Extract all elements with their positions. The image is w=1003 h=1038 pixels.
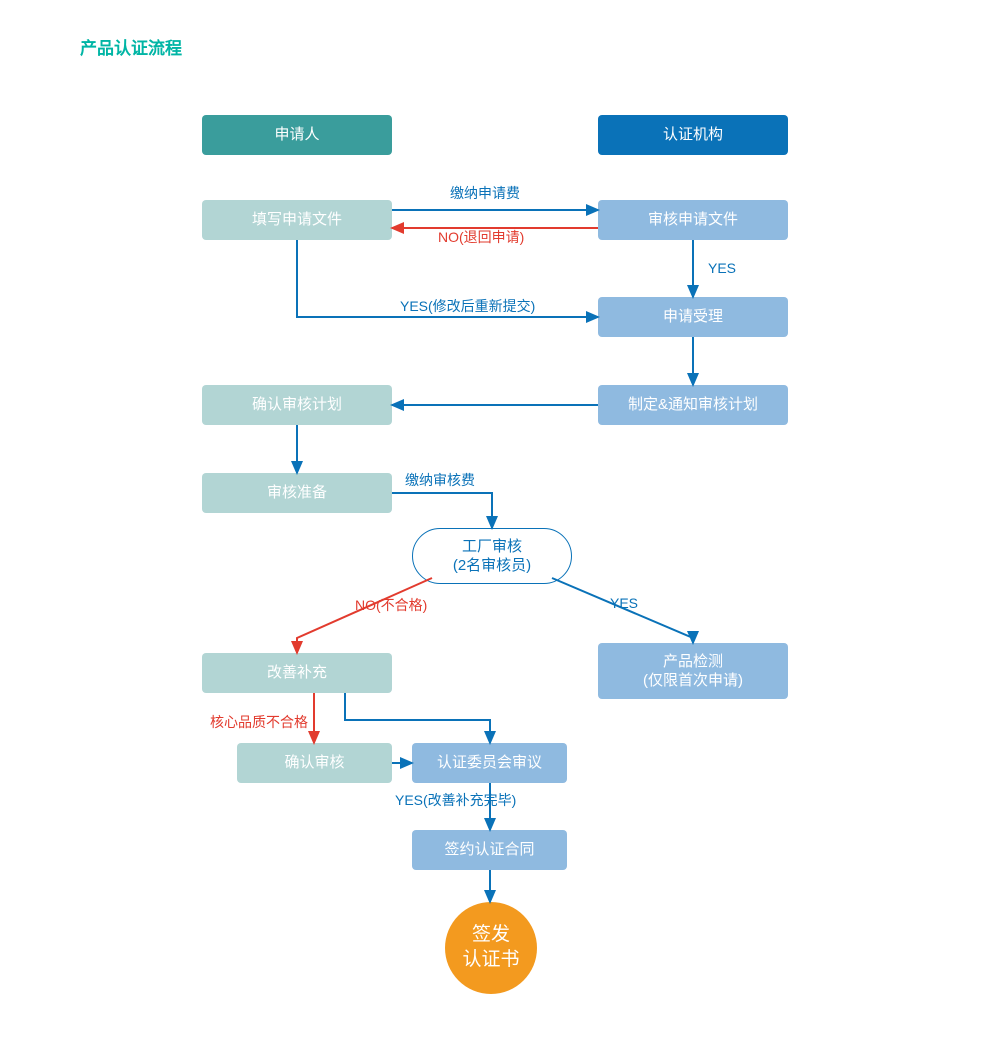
node-product-test: 产品检测(仅限首次申请) (598, 643, 788, 699)
node-accept-app: 申请受理 (598, 297, 788, 337)
node-contract: 签约认证合同 (412, 830, 567, 870)
node-factory-audit: 工厂审核(2名审核员) (412, 528, 572, 584)
node-confirm-plan: 确认审核计划 (202, 385, 392, 425)
label-no-return: NO(退回申请) (438, 227, 524, 247)
node-agency-header: 认证机构 (598, 115, 788, 155)
node-confirm-audit: 确认审核 (237, 743, 392, 783)
node-issue-cert: 签发认证书 (445, 902, 537, 994)
label-yes-improve: YES(改善补充完毕) (395, 790, 516, 810)
label-yes2: YES (610, 595, 638, 611)
node-improve: 改善补充 (202, 653, 392, 693)
node-audit-prep: 审核准备 (202, 473, 392, 513)
node-committee: 认证委员会审议 (412, 743, 567, 783)
label-core-fail: 核心品质不合格 (210, 712, 308, 732)
label-yes1: YES (708, 260, 736, 276)
node-review-app: 审核申请文件 (598, 200, 788, 240)
flowchart-arrows (0, 0, 1003, 1038)
node-fill-app: 填写申请文件 (202, 200, 392, 240)
label-yes-resubmit: YES(修改后重新提交) (400, 296, 535, 316)
node-applicant-header: 申请人 (202, 115, 392, 155)
node-notify-plan: 制定&通知审核计划 (598, 385, 788, 425)
label-no-fail: NO(不合格) (355, 595, 427, 615)
label-pay-audit-fee: 缴纳审核费 (405, 470, 475, 490)
diagram-title: 产品认证流程 (80, 34, 182, 59)
label-pay-app-fee: 缴纳申请费 (450, 183, 520, 203)
